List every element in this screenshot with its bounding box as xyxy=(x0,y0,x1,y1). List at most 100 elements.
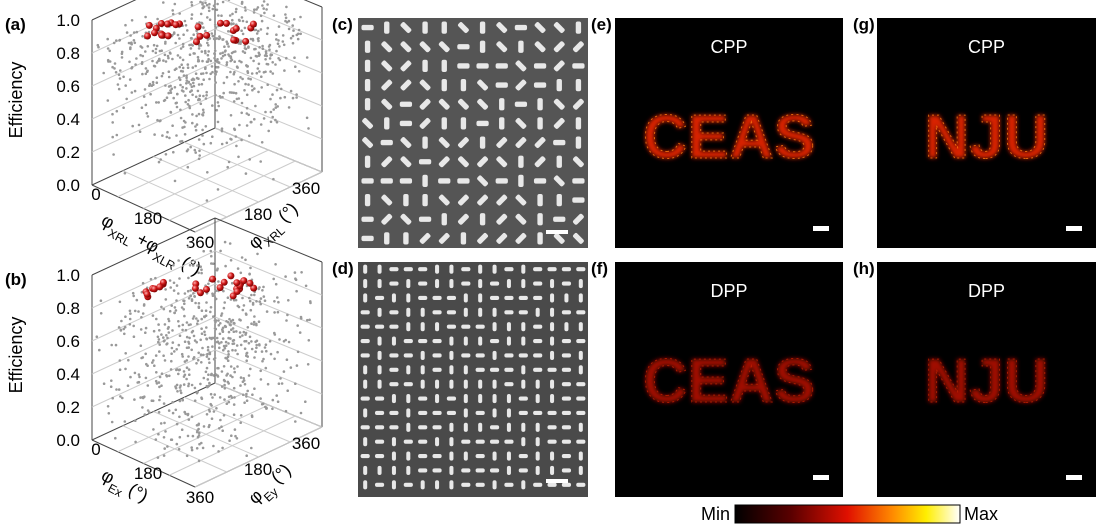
scatter-point xyxy=(240,111,243,115)
nanorod xyxy=(438,194,450,206)
optimal-point xyxy=(151,285,158,293)
nanorod xyxy=(463,307,468,317)
scatter-point xyxy=(209,373,213,377)
nanorod xyxy=(463,379,468,389)
scatter-point xyxy=(284,16,288,20)
scatter-point xyxy=(200,268,203,272)
scatter-point xyxy=(257,39,260,43)
scatter-point xyxy=(284,19,287,23)
scatter-point xyxy=(143,413,147,416)
nanorod xyxy=(489,295,500,300)
scatter-point xyxy=(220,127,224,130)
grid-line xyxy=(91,349,216,408)
scatter-point xyxy=(296,350,300,354)
nanorod xyxy=(553,118,565,129)
nanorod xyxy=(578,451,583,461)
scatter-point xyxy=(196,55,200,59)
scatter-point xyxy=(274,63,277,66)
nanorod xyxy=(403,482,413,487)
nanorod xyxy=(561,339,572,344)
scatter-point xyxy=(153,364,156,368)
scatter-point xyxy=(164,84,167,87)
nanorod xyxy=(449,465,454,476)
scatter-point xyxy=(226,296,230,300)
scatter-point xyxy=(156,456,160,459)
scatter-point xyxy=(276,400,280,404)
nanorod xyxy=(400,156,412,168)
scatter-point xyxy=(167,91,170,95)
nanorod xyxy=(556,78,562,92)
scatter-point xyxy=(161,134,164,137)
scatter-point xyxy=(193,399,197,403)
nanorod xyxy=(504,367,514,372)
scatter-point xyxy=(157,381,161,384)
scatter-point xyxy=(226,359,230,363)
nanorod xyxy=(384,21,390,34)
scatter-point xyxy=(299,32,303,36)
scatter-point xyxy=(181,45,185,48)
scatter-point xyxy=(212,374,215,377)
scatter-point xyxy=(164,60,168,63)
scatter-point xyxy=(264,70,267,74)
nanorod xyxy=(360,324,370,329)
scatter-point xyxy=(221,38,225,41)
nanorod xyxy=(492,307,497,317)
grid-line xyxy=(214,349,323,395)
scatter-point xyxy=(190,43,193,46)
scatter-point xyxy=(221,326,225,330)
y-tick-label: 360 xyxy=(292,179,320,198)
nanorod xyxy=(475,439,485,444)
nanorod xyxy=(550,278,555,289)
scatter-point xyxy=(162,436,166,439)
scatter-point xyxy=(154,379,158,383)
scatter-point xyxy=(188,263,192,267)
nanorod xyxy=(561,281,572,286)
nanorod xyxy=(461,353,471,358)
scatter-point xyxy=(207,9,211,13)
scatter-point xyxy=(209,249,213,253)
nanorod xyxy=(400,22,412,33)
scatter-point xyxy=(269,120,273,124)
nanorod xyxy=(446,295,457,300)
scatter-point xyxy=(178,56,182,59)
scatter-point xyxy=(259,123,263,126)
scatter-point xyxy=(284,338,288,342)
scatter-point xyxy=(190,17,193,20)
scatter-point xyxy=(213,393,216,396)
scatter-point xyxy=(181,42,185,46)
scatter-point xyxy=(183,292,187,295)
scatter-point xyxy=(157,410,161,414)
nanorod xyxy=(518,174,524,188)
scatter-point xyxy=(214,321,217,324)
scatter-point xyxy=(207,44,210,47)
scatter-point xyxy=(289,36,293,40)
scatter-point xyxy=(271,61,275,64)
scatter-point xyxy=(180,63,183,66)
scatter-point xyxy=(111,65,114,69)
grid-line xyxy=(214,382,323,428)
scatter-point xyxy=(295,93,298,96)
scatter-point xyxy=(210,32,214,35)
scatter-point xyxy=(139,396,142,399)
grid-line xyxy=(153,411,259,458)
scatter-point xyxy=(257,37,260,40)
scatter-point xyxy=(245,359,248,363)
scatter-point xyxy=(154,438,158,441)
scatter-point xyxy=(196,319,200,323)
scatter-point xyxy=(168,279,172,282)
nanorod xyxy=(364,98,371,111)
scatter-point xyxy=(181,66,185,70)
scatter-point xyxy=(269,352,273,356)
nanorod xyxy=(446,310,457,315)
scatter-point xyxy=(123,171,127,175)
scatter-point xyxy=(234,135,238,138)
scatter-point xyxy=(257,320,261,324)
scatter-point xyxy=(246,326,250,329)
nanorod xyxy=(515,79,527,91)
optimal-points xyxy=(142,272,258,301)
scatter-point xyxy=(171,401,174,404)
scatter-point xyxy=(224,49,227,52)
scatter-point xyxy=(157,340,160,344)
scatter-point xyxy=(187,418,191,421)
